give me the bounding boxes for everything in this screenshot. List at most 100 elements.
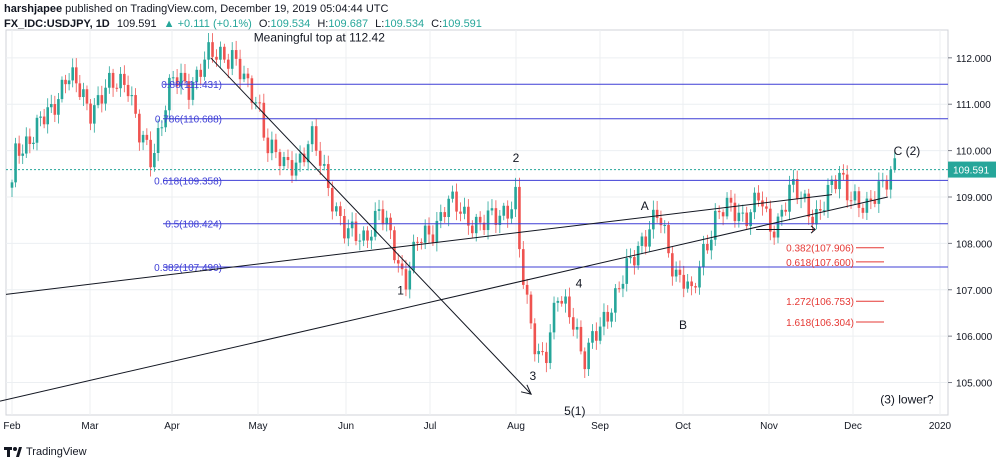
candle-body	[818, 209, 822, 211]
candle-body	[294, 162, 298, 176]
candle-body	[219, 46, 222, 60]
rising-trendline	[5, 194, 833, 295]
candle-body	[100, 95, 104, 104]
candle-body	[826, 184, 830, 211]
candle-body	[849, 200, 853, 202]
candle-body	[223, 46, 226, 60]
candle-body	[678, 269, 682, 275]
y-axis: 112.000 111.000 110.000 109.000 108.000 107.0…	[948, 54, 996, 390]
candle-body	[420, 241, 423, 243]
candle-body	[160, 127, 164, 129]
candle-body	[270, 139, 274, 154]
candle-body	[865, 198, 869, 213]
candle-body	[765, 206, 768, 209]
candle-body	[617, 288, 621, 290]
candle-body	[141, 134, 145, 143]
candle-body	[610, 312, 613, 322]
candle-body	[282, 157, 286, 167]
projection-arrow	[0, 196, 888, 402]
candle-body	[741, 212, 745, 214]
candle-body	[346, 228, 350, 239]
candle-body	[439, 212, 443, 221]
candle-body	[111, 72, 115, 88]
candle-body	[145, 134, 149, 140]
candle-body	[568, 296, 571, 318]
wave-annotation: 4	[576, 276, 583, 290]
candle-body	[199, 69, 203, 77]
candle-body	[602, 311, 606, 327]
x-tick-label: Oct	[675, 421, 691, 432]
candle-body	[266, 137, 270, 154]
candle-body	[71, 67, 74, 81]
candle-body	[226, 59, 230, 69]
candle-body	[564, 296, 567, 304]
last-price: 109.591	[116, 18, 157, 30]
candle-body	[183, 72, 187, 82]
y-tick-label: 111.000	[956, 100, 991, 111]
candle-body	[502, 205, 506, 216]
candle-body	[250, 78, 254, 103]
candle-body	[408, 270, 412, 290]
candle-body	[330, 188, 334, 212]
extension-levels: 0.382(107.906) 0.618(107.600) 1.272(106.75…	[786, 244, 884, 329]
candle-body	[780, 209, 784, 217]
publisher-name[interactable]: harshjapee	[4, 3, 63, 15]
candle-body	[134, 95, 137, 114]
candle-body	[749, 212, 752, 227]
candle-body	[667, 224, 670, 254]
candle-body	[412, 241, 415, 271]
open-label: O:	[258, 18, 271, 30]
grid-lines	[5, 29, 949, 416]
candle-body	[822, 210, 826, 212]
candle-body	[435, 220, 439, 243]
candle-body	[811, 216, 814, 225]
candle-body	[67, 80, 71, 85]
candle-body	[459, 211, 462, 214]
wave-annotation: A	[641, 199, 649, 213]
candle-body	[455, 191, 458, 212]
candle-body	[885, 179, 889, 190]
tradingview-footer: TradingView	[4, 446, 87, 458]
x-tick-label: Sep	[591, 421, 609, 432]
candle-body	[606, 311, 610, 322]
candle-body	[560, 300, 564, 304]
candle-body	[674, 269, 678, 277]
candle-body	[326, 164, 330, 189]
candle-body	[254, 102, 258, 104]
candle-body	[298, 153, 302, 163]
candle-body	[179, 72, 183, 87]
candle-body	[290, 160, 294, 176]
candle-body	[556, 300, 560, 303]
candle-body	[710, 239, 713, 251]
candle-body	[322, 164, 326, 166]
candle-body	[655, 209, 659, 218]
candle-body	[853, 191, 857, 201]
candle-body	[729, 197, 733, 203]
candle-body	[795, 178, 799, 199]
candle-body	[366, 230, 369, 241]
candle-body	[591, 331, 594, 343]
candle-body	[830, 179, 834, 185]
falling-trendline-arrowhead	[520, 384, 532, 395]
candle-body	[807, 193, 811, 217]
candle-body	[733, 202, 737, 222]
candle-body	[893, 158, 897, 170]
candle-body	[42, 116, 46, 125]
chart-header: harshjapee published on TradingView.com,…	[4, 2, 482, 32]
price-change: ▲ +0.111 (+0.1%)	[163, 18, 252, 30]
last-price-tag	[948, 161, 996, 178]
candle-body	[587, 342, 590, 370]
candle-body	[713, 210, 717, 240]
candle-body	[377, 209, 381, 211]
wave-annotation: 5(1)	[564, 404, 585, 418]
candle-body	[474, 216, 478, 234]
candle-body	[314, 126, 318, 151]
symbol-label: FX_IDC:USDJPY, 1D	[4, 18, 110, 30]
wave-annotation: 3	[529, 369, 536, 383]
candle-body	[529, 294, 533, 324]
candle-body	[393, 230, 396, 261]
candle-body	[431, 234, 435, 243]
candle-body	[274, 139, 278, 153]
candle-body	[191, 82, 195, 100]
